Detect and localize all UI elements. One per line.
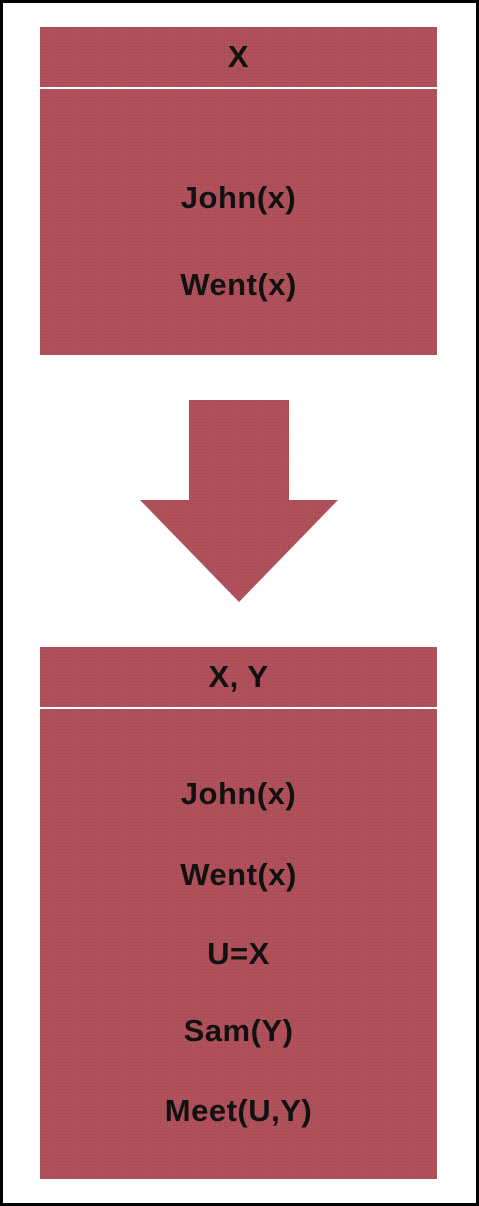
drs-conditions-merged: John(x) Went(x) U=X Sam(Y) Meet(U,Y) — [40, 709, 437, 1179]
drs-condition: John(x) — [180, 180, 297, 215]
down-arrow-icon — [140, 400, 338, 602]
drs-condition: John(x) — [180, 776, 297, 811]
drs-universe-label: X — [227, 39, 250, 74]
drs-conditions-initial: John(x) Went(x) — [40, 89, 437, 355]
drs-box-initial: X John(x) Went(x) — [40, 27, 437, 355]
drs-condition: Sam(Y) — [183, 1013, 294, 1048]
drs-header-merged: X, Y — [40, 647, 437, 709]
drs-condition: U=X — [207, 936, 270, 971]
drs-condition: Went(x) — [180, 267, 297, 302]
drs-condition: Went(x) — [180, 857, 297, 892]
drs-universe-label: X, Y — [208, 659, 269, 694]
drs-box-merged: X, Y John(x) Went(x) U=X Sam(Y) Meet(U,Y… — [40, 647, 437, 1179]
drs-header-initial: X — [40, 27, 437, 89]
drs-condition: Meet(U,Y) — [164, 1093, 313, 1128]
